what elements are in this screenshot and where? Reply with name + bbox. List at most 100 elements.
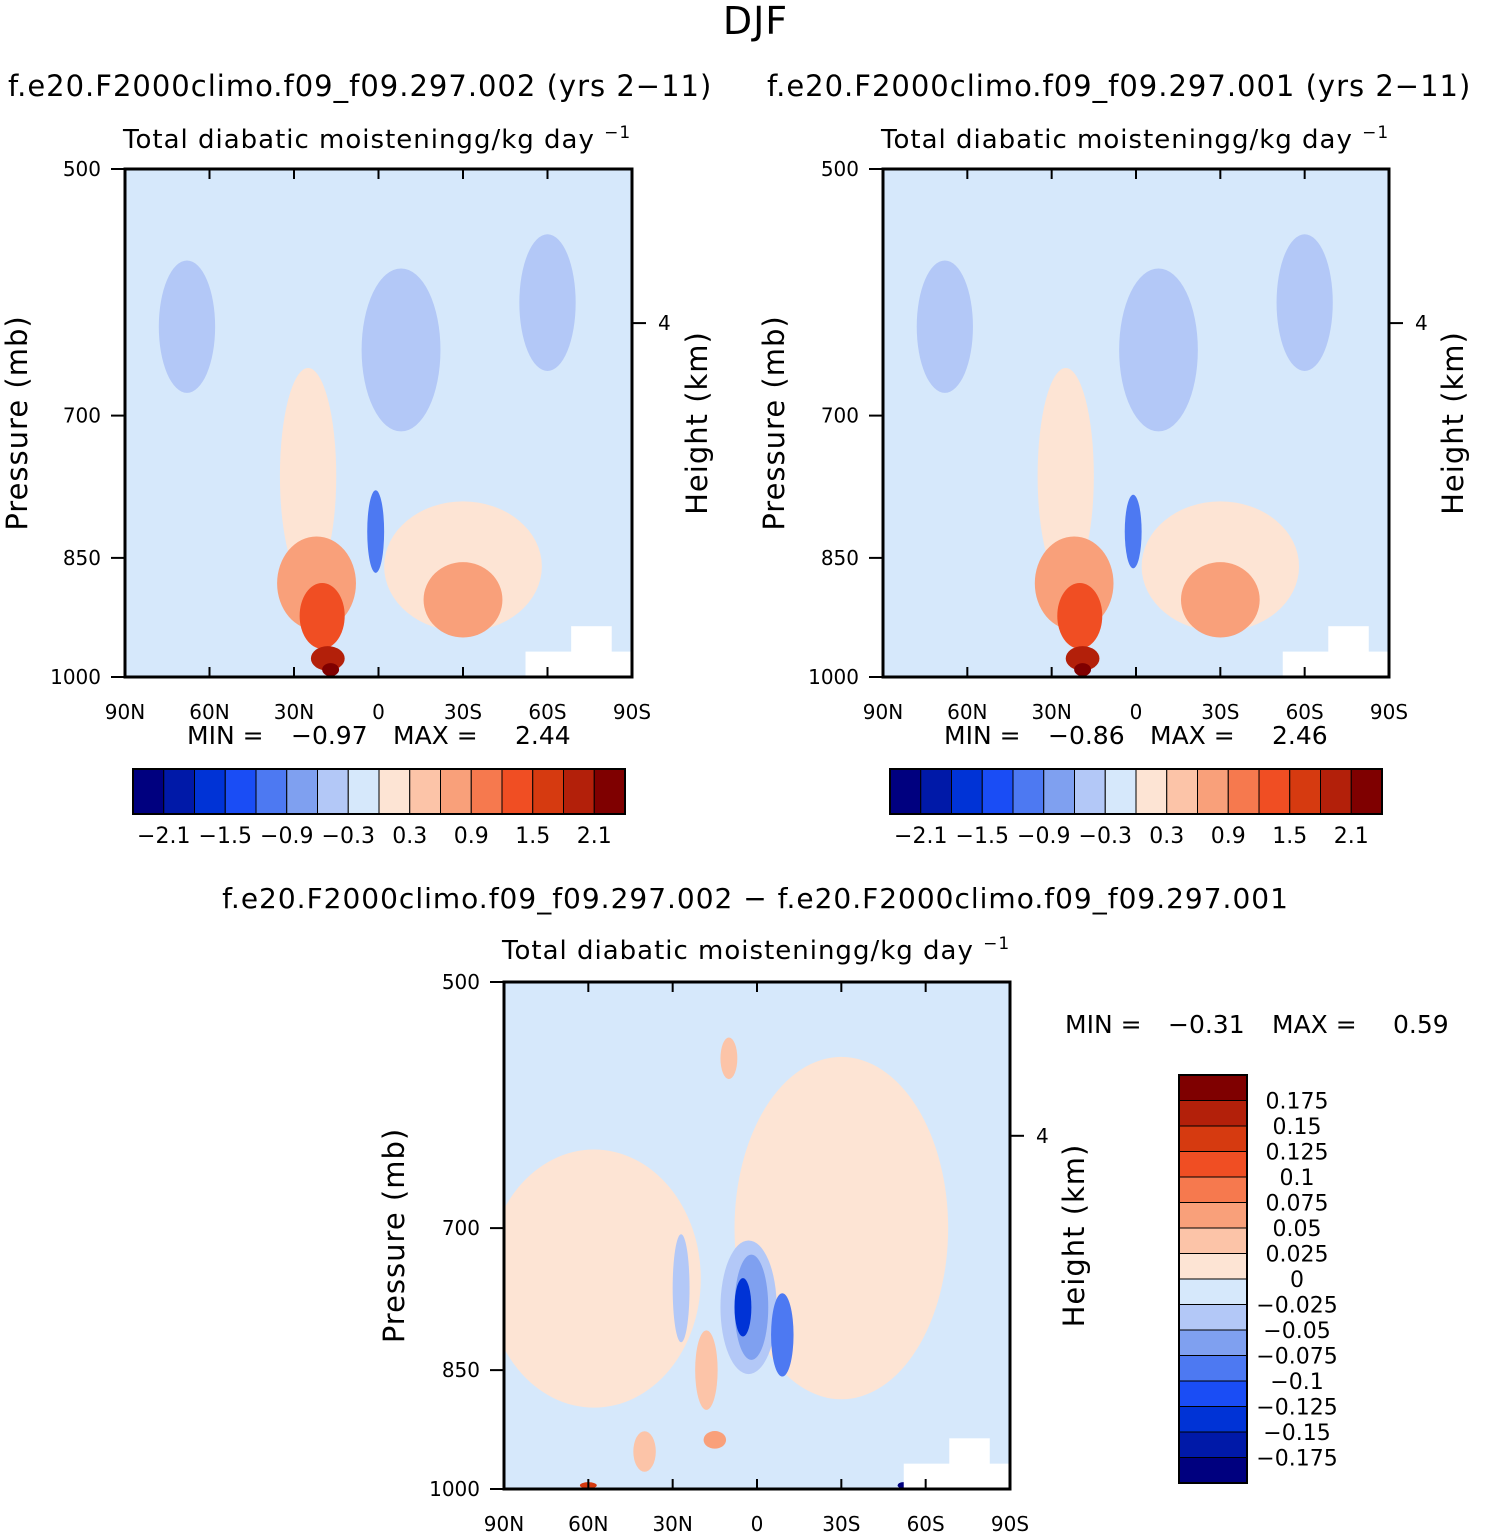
panel-a-contour-region [423, 562, 503, 638]
panel-diff-contour-region [720, 1037, 738, 1080]
panel-b-colorbar-box [1289, 768, 1321, 815]
panel-a-max-label: MAX = [393, 721, 478, 750]
panel-b-contour-region [1065, 646, 1100, 671]
panel-diff-colorbar-label: 0.15 [1273, 1115, 1322, 1140]
panel-b-colorbar-label: −1.5 [956, 824, 1009, 849]
panel-b-colorbar-box [1350, 768, 1383, 815]
panel-a-contour-region [158, 260, 216, 393]
panel-b-colorbar-label: 1.5 [1272, 824, 1307, 849]
panel-diff-colorbar-box [1178, 1431, 1248, 1458]
panel-a-colorbar-label: −1.5 [199, 824, 252, 849]
panel-diff-x-tick-label: 90N [484, 1512, 524, 1536]
panel-b-colorbar-box [1320, 768, 1352, 815]
diff-case-title: f.e20.F2000climo.f09_f09.297.002 − f.e20… [222, 882, 1289, 915]
panel-diff-colorbar-label: −0.175 [1256, 1447, 1337, 1472]
panel-diff-right-tick-label: 4 [1036, 1124, 1049, 1148]
panel-b-x-tick-label: 60S [1286, 700, 1324, 724]
panel-diff-colorbar-box [1178, 1074, 1248, 1101]
panel-a-right-tick-label: 4 [658, 311, 671, 335]
panel-diff-colorbar-label: −0.025 [1256, 1294, 1337, 1319]
panel-b-contour-region [1276, 234, 1333, 371]
panel-b-x-tick-label: 90S [1370, 700, 1408, 724]
panel-a-colorbar-box [563, 768, 595, 815]
panel-b-colorbar-label: 0.9 [1211, 824, 1246, 849]
panel-diff-subtitle-exponent: −1 [983, 934, 1010, 954]
panel-diff-max-value: 0.59 [1393, 1010, 1449, 1039]
panel-b-colorbar-box [1135, 768, 1168, 815]
panel-b-x-tick-label: 30S [1201, 700, 1239, 724]
panel-b-colorbar-box [1197, 768, 1229, 815]
panel-diff-colorbar-label: 0.05 [1273, 1217, 1322, 1242]
panel-b-contour-region [1037, 368, 1094, 584]
panel-b-colorbar-label: −0.9 [1017, 824, 1070, 849]
panel-a-contour-region [367, 490, 385, 573]
panel-b-y-tick-label: 1000 [808, 665, 859, 689]
panel-a-colorbar-box [501, 768, 534, 815]
panel-a-y-tick-label: 700 [63, 404, 101, 428]
panel-a-contour-region [519, 234, 576, 371]
panel-a-colorbar-box [347, 768, 380, 815]
panel-b-x-tick-label: 60N [947, 700, 987, 724]
panel-a-colorbar-box [532, 768, 564, 815]
panel-b-colorbar-box [951, 768, 983, 815]
panel-b-colorbar-box [889, 768, 922, 815]
panel-b-colorbar-label: 0.3 [1149, 824, 1184, 849]
panel-b-missing-data [1328, 626, 1369, 657]
panel-diff-min-value: −0.31 [1168, 1010, 1245, 1039]
panel-b-max-value: 2.46 [1272, 721, 1328, 750]
panel-b-contour-region [1180, 562, 1260, 638]
panel-b-min-label: MIN = [944, 721, 1021, 750]
panel-b-colorbar-box [1104, 768, 1137, 815]
panel-diff-colorbar-box [1178, 1457, 1248, 1484]
panel-b: Total diabatic moisteningg/kg day −1 90N 6… [757, 123, 1470, 849]
panel-b-right-tick-label: 4 [1415, 311, 1428, 335]
panel-diff-x-tick-label: 30S [822, 1512, 860, 1536]
panel-b-max-label: MAX = [1150, 721, 1235, 750]
panel-b-y-tick-label: 500 [821, 157, 859, 181]
panel-diff-colorbar-box [1178, 1304, 1248, 1331]
panel-b-y-tick-label: 700 [821, 404, 859, 428]
panel-a: Total diabatic moisteningg/kg day −1 90N 6… [0, 123, 714, 849]
panel-b-subtitle-exponent: −1 [1362, 123, 1389, 143]
panel-diff-contour-region [633, 1431, 656, 1472]
panel-b-min-value: −0.86 [1048, 721, 1125, 750]
panel-diff-colorbar-label: 0.075 [1266, 1192, 1329, 1217]
panel-a-case-title: f.e20.F2000climo.f09_f09.297.002 (yrs 2−… [8, 69, 713, 103]
panel-b-colorbar-label: −2.1 [894, 824, 947, 849]
panel-a-colorbar-label: −2.1 [137, 824, 190, 849]
panel-a-colorbar-label: −0.9 [260, 824, 313, 849]
panel-b-contour-region [1074, 663, 1092, 677]
panel-b-colorbar-box [1074, 768, 1106, 815]
panel-diff-colorbar-label: 0.025 [1266, 1243, 1329, 1268]
panel-a-x-tick-label: 90S [613, 700, 651, 724]
panel-a-subtitle-exponent: −1 [604, 123, 631, 143]
panel-a-x-tick-label: 60S [528, 700, 566, 724]
panel-a-y-axis-label: Pressure (mb) [0, 315, 34, 530]
panel-a-colorbar-box [255, 768, 288, 815]
panel-a-colorbar-box [286, 768, 318, 815]
panel-a-contour-field [125, 169, 632, 677]
panel-diff-colorbar-box [1178, 1100, 1248, 1127]
panel-a-right-axis-label: Height (km) [680, 331, 714, 515]
panel-a-colorbar-box [440, 768, 472, 815]
panel-diff-x-tick-label: 90S [991, 1512, 1029, 1536]
panel-diff-right-axis-label: Height (km) [1057, 1144, 1091, 1328]
panel-a-x-tick-label: 90N [105, 700, 145, 724]
panel-b-colorbar-box [1258, 768, 1291, 815]
figure-title: DJF [722, 0, 789, 43]
panel-a-missing-data [571, 626, 612, 657]
panel-diff-y-axis-label: Pressure (mb) [377, 1128, 411, 1343]
panel-b-x-tick-label: 30N [1031, 700, 1071, 724]
panel-diff-colorbar-box [1178, 1176, 1248, 1203]
panel-a-min-label: MIN = [187, 721, 264, 750]
panel-diff-contour-region [504, 1149, 701, 1408]
panel-a-colorbar-box [593, 768, 626, 815]
panel-a-colorbar-label: 0.3 [392, 824, 427, 849]
panel-diff-max-label: MAX = [1272, 1010, 1357, 1039]
panel-diff-x-tick-label: 60N [568, 1512, 608, 1536]
panel-a-colorbar-label: 0.9 [454, 824, 489, 849]
panel-b-colorbar-label: 2.1 [1334, 824, 1369, 849]
panel-b-colorbar-label: −0.3 [1079, 824, 1132, 849]
panel-b-case-title: f.e20.F2000climo.f09_f09.297.001 (yrs 2−… [767, 69, 1472, 103]
panel-diff-x-tick-label: 60S [907, 1512, 945, 1536]
